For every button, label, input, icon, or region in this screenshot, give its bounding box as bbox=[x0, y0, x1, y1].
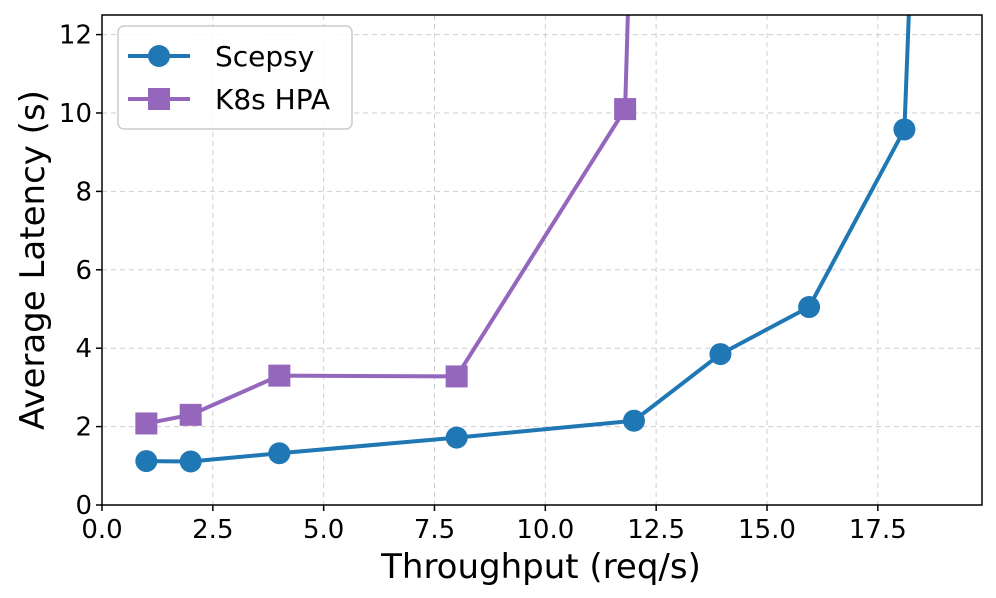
x-tick-label: 17.5 bbox=[849, 515, 907, 545]
k8s-hpa-data-point bbox=[445, 365, 468, 388]
x-tick-label: 5.0 bbox=[303, 515, 344, 545]
scepsy-data-point bbox=[445, 426, 468, 449]
legend: Scepsy K8s HPA bbox=[117, 25, 353, 130]
y-tick-label: 10 bbox=[59, 99, 92, 129]
scepsy-data-point bbox=[179, 450, 202, 473]
series-layer bbox=[135, 15, 916, 473]
k8s-hpa-data-point bbox=[135, 412, 158, 435]
y-tick-label: 8 bbox=[75, 177, 92, 207]
k8s-hpa-data-point bbox=[268, 364, 291, 387]
x-axis-label: Throughput (req/s) bbox=[380, 547, 701, 587]
x-tick-label: 2.5 bbox=[192, 515, 233, 545]
y-axis-label: Average Latency (s) bbox=[13, 90, 53, 430]
y-tick-label: 12 bbox=[59, 21, 92, 51]
scepsy-data-point bbox=[622, 409, 645, 432]
scepsy-data-point bbox=[798, 296, 821, 319]
k8s-hpa-data-point bbox=[179, 403, 202, 426]
plot-frame bbox=[101, 14, 983, 506]
legend-box bbox=[117, 25, 353, 130]
legend-k8s-marker bbox=[148, 88, 170, 110]
axis-ticks: 0.0 2.5 5.0 7.5 10.0 12.5 15.0 17.5 0 2 4 6 8 10 12 bbox=[59, 21, 907, 545]
legend-k8s-label: K8s HPA bbox=[215, 83, 330, 116]
scepsy-data-point bbox=[268, 442, 291, 465]
legend-scepsy-marker bbox=[148, 45, 170, 67]
x-tick-label: 10.0 bbox=[516, 515, 574, 545]
y-tick-label: 4 bbox=[75, 334, 92, 364]
scepsy-data-point bbox=[893, 118, 916, 141]
scepsy-data-point bbox=[709, 343, 732, 366]
x-tick-label: 15.0 bbox=[738, 515, 796, 545]
y-tick-label: 2 bbox=[75, 413, 92, 443]
k8s-hpa-data-point bbox=[614, 98, 637, 121]
x-tick-label: 7.5 bbox=[414, 515, 455, 545]
y-tick-label: 0 bbox=[75, 491, 92, 521]
x-tick-label: 0.0 bbox=[81, 515, 122, 545]
x-tick-label: 12.5 bbox=[627, 515, 685, 545]
y-tick-label: 6 bbox=[75, 256, 92, 286]
scepsy-data-point bbox=[135, 450, 158, 473]
legend-scepsy-label: Scepsy bbox=[215, 40, 314, 73]
